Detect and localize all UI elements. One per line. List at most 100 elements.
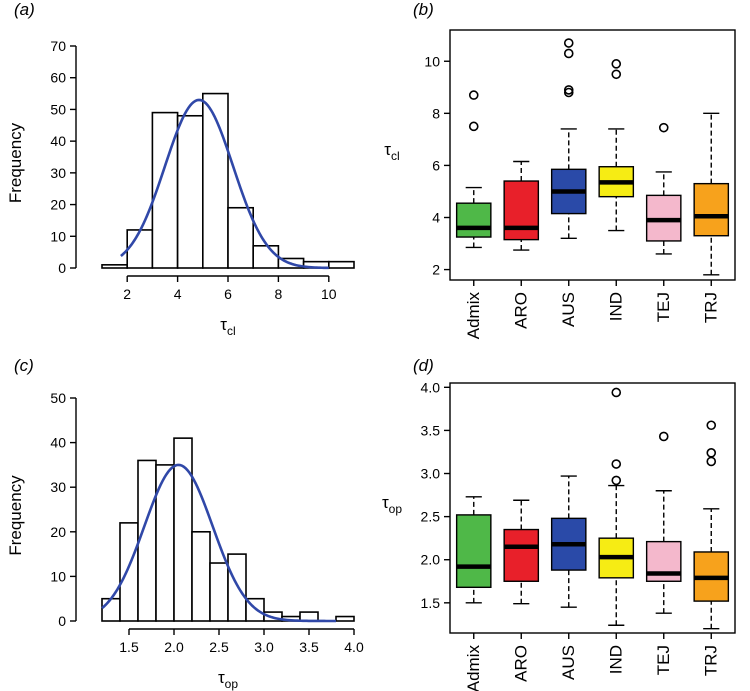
- y-tick-label: 4.0: [421, 379, 441, 395]
- x-tick-label: IND: [606, 645, 625, 674]
- box-aro: [503, 180, 540, 241]
- y-axis-label: τop: [382, 493, 402, 516]
- outlier-point: [563, 38, 574, 48]
- x-tick-label: IND: [606, 292, 625, 321]
- outlier-point: [611, 387, 622, 398]
- normal-fit-curve: [120, 98, 329, 270]
- histogram-bar: [101, 264, 129, 269]
- x-tick-label: 6: [224, 286, 232, 302]
- x-tick-label: Admix: [464, 292, 483, 340]
- panel-d-boxplot: Admix ARO AUS IND TEJ TRJ 1.5 2.0 2.5 3.0 3.5 4.0 τo…: [382, 356, 736, 691]
- x-tick-label: 4.0: [344, 639, 364, 655]
- x-tick-label: ARO: [511, 645, 530, 682]
- y-tick-label: 60: [50, 70, 66, 86]
- histogram-bar: [173, 437, 193, 622]
- histogram-bar: [227, 553, 247, 622]
- panel-b-boxplot: Admix ARO AUS IND TEJ TRJ 2 4 6 8 10 τcl (b): [384, 0, 736, 340]
- panel-label: (d): [413, 356, 434, 375]
- x-tick-label: 2.0: [164, 639, 184, 655]
- box-admix: [455, 202, 492, 238]
- y-tick-label: 40: [50, 435, 66, 451]
- y-axis-label-subscript: cl: [391, 149, 400, 163]
- outlier-point: [706, 420, 717, 431]
- x-tick-label: 1.5: [119, 639, 139, 655]
- y-tick-label: 20: [50, 197, 66, 213]
- panel-label: (c): [14, 356, 34, 375]
- x-tick-label: 4: [174, 286, 182, 302]
- y-tick-label: 2.5: [421, 509, 441, 525]
- histogram-bar: [137, 459, 157, 622]
- y-tick-label: 50: [50, 390, 66, 406]
- x-tick-label: 8: [275, 286, 283, 302]
- y-tick-label: 2.0: [421, 552, 441, 568]
- y-tick-label: 30: [50, 479, 66, 495]
- box-aro: [503, 528, 540, 582]
- y-tick-label: 10: [50, 228, 66, 244]
- y-tick-label: 4: [432, 210, 440, 226]
- y-axis-label: Frequency: [6, 475, 25, 556]
- histogram-bar: [327, 260, 355, 269]
- outlier-point: [706, 456, 717, 467]
- outlier-point: [611, 459, 622, 469]
- outlier-point: [468, 90, 479, 100]
- histogram-bar: [227, 206, 255, 269]
- x-tick-label: TEJ: [654, 292, 673, 322]
- y-axis-label-symbol: τ: [382, 493, 389, 512]
- y-tick-label: 30: [50, 165, 66, 181]
- x-tick-label: 2: [123, 286, 131, 302]
- y-tick-label: 50: [50, 101, 66, 117]
- y-axis-label-symbol: τ: [384, 140, 391, 159]
- y-tick-label: 2: [432, 262, 440, 278]
- x-tick-label: 3.5: [299, 639, 319, 655]
- x-axis-label: τop: [218, 668, 238, 691]
- y-tick-label: 8: [432, 105, 440, 121]
- x-tick-label: TEJ: [654, 645, 673, 675]
- x-tick-label: AUS: [559, 292, 578, 327]
- histogram-bar: [202, 92, 229, 269]
- histogram-bar: [335, 615, 355, 622]
- outlier-point: [658, 431, 669, 442]
- y-tick-label: 10: [50, 568, 66, 584]
- histogram-bar: [176, 114, 204, 269]
- outlier-point: [611, 475, 622, 486]
- box-admix: [455, 514, 492, 589]
- x-tick-label: ARO: [511, 292, 530, 329]
- x-tick-label: 2.5: [209, 639, 229, 655]
- panel-label: (b): [413, 0, 434, 19]
- histogram-bar: [209, 562, 229, 622]
- outlier-point: [706, 448, 717, 458]
- plot-frame: [449, 382, 736, 634]
- x-tick-label: 3.0: [254, 639, 274, 655]
- outlier-point: [563, 48, 574, 59]
- histogram-bar: [126, 229, 154, 269]
- y-tick-label: 1.5: [421, 595, 441, 611]
- normal-fit-curve: [101, 463, 337, 623]
- histogram-bar: [252, 245, 280, 269]
- x-tick-label: AUS: [559, 645, 578, 680]
- y-tick-label: 20: [50, 524, 66, 540]
- x-tick-label: Admix: [464, 645, 483, 691]
- y-axis-label: Frequency: [6, 122, 25, 203]
- y-tick-label: 3.5: [421, 422, 441, 438]
- y-tick-label: 70: [50, 38, 66, 54]
- box-trj: [693, 182, 730, 237]
- y-axis-label: τcl: [384, 140, 399, 163]
- outlier-point: [658, 122, 669, 133]
- plot-frame: [449, 29, 736, 281]
- y-tick-label: 0: [58, 613, 66, 629]
- x-tick-label: TRJ: [701, 292, 720, 323]
- x-axis-label-subscript: cl: [227, 324, 236, 338]
- panel-c-histogram: 1.5 2.0 2.5 3.0 3.5 4.0 0 10 20 30 40 50 Frequency τo…: [6, 356, 364, 691]
- outlier-point: [611, 59, 622, 69]
- histogram-bar: [101, 597, 121, 622]
- y-axis-label-subscript: op: [389, 502, 403, 516]
- x-axis-label-symbol: τ: [220, 315, 227, 334]
- y-tick-label: 40: [50, 133, 66, 149]
- panel-label: (a): [14, 0, 35, 19]
- outlier-point: [468, 121, 479, 132]
- panel-a-histogram: 2 4 6 8 10 0 10 20 30 40 50 60 70 Frequency τcl (a): [6, 0, 355, 338]
- x-tick-label: 10: [321, 286, 337, 302]
- y-tick-label: 6: [432, 157, 440, 173]
- histogram-bar: [191, 530, 211, 622]
